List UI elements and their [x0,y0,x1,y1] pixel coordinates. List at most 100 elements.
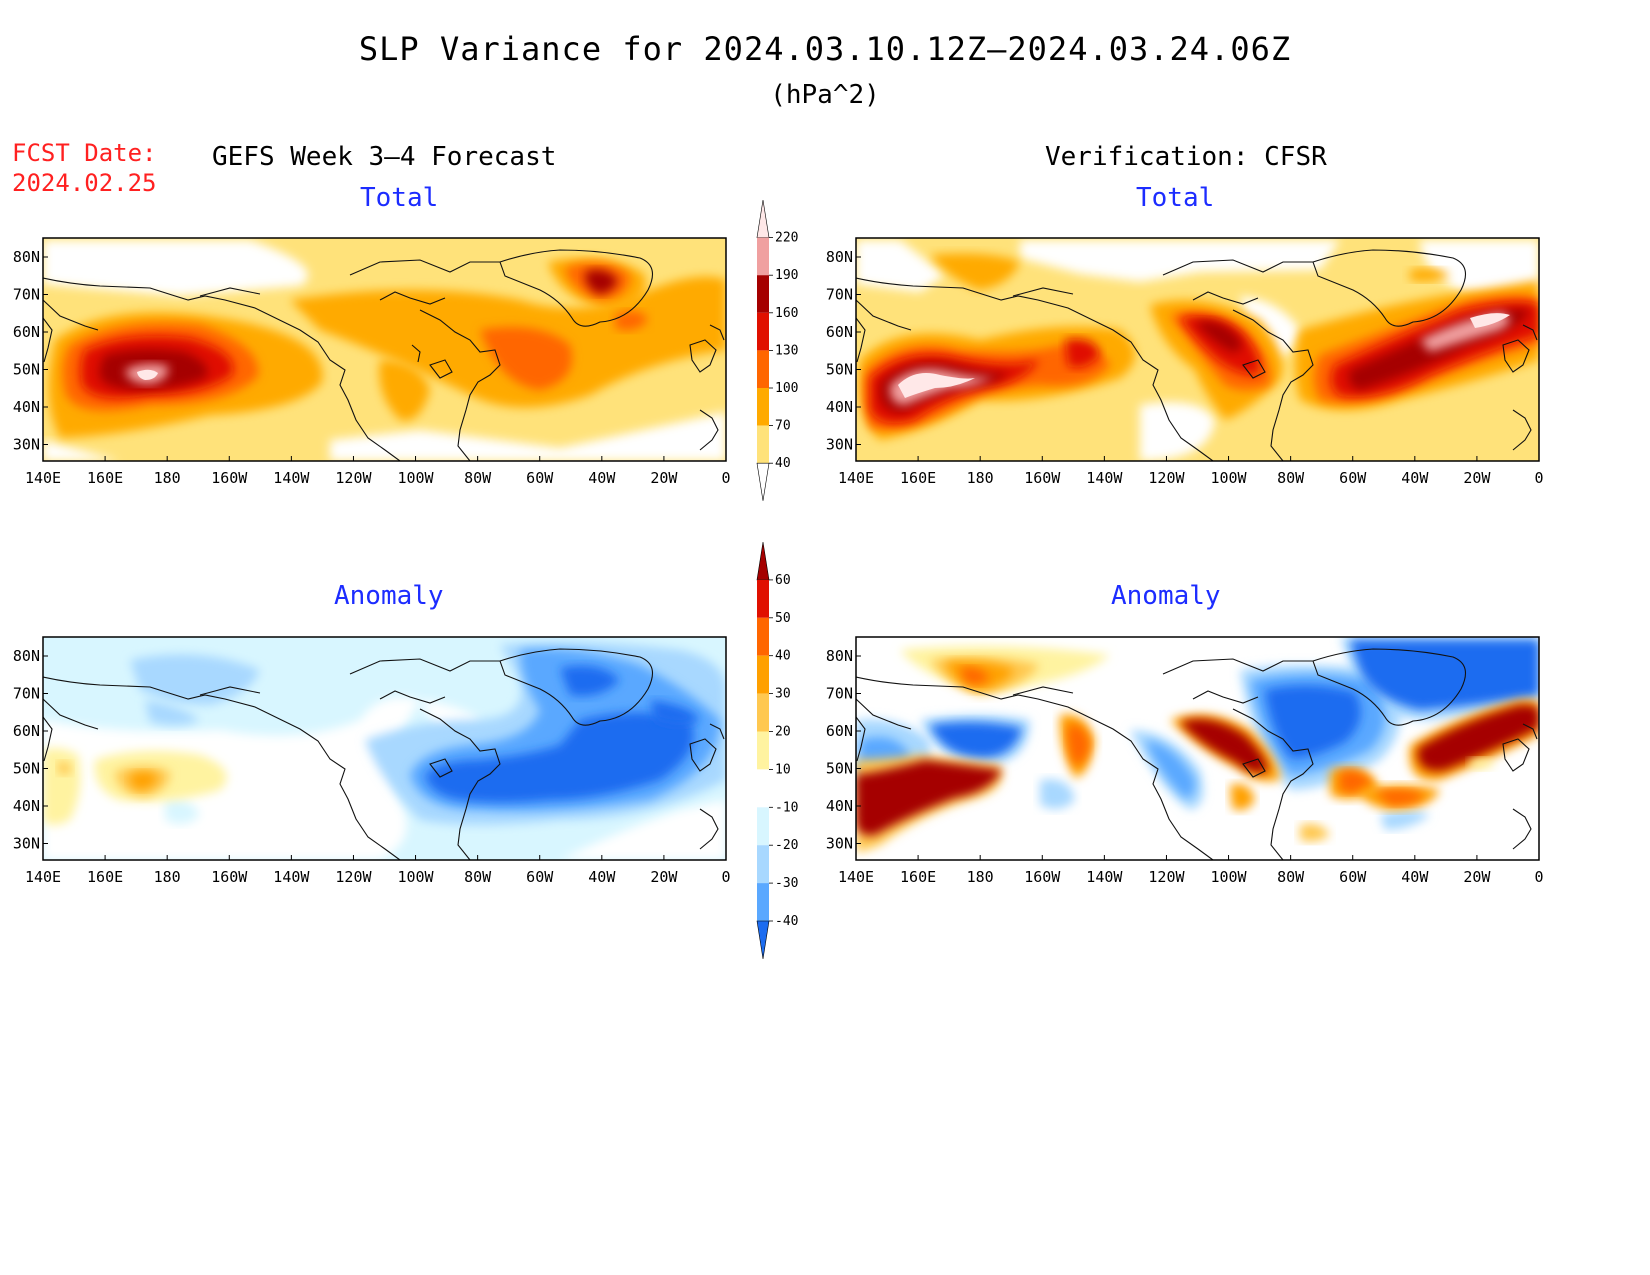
colorbar-label: 20 [775,725,791,740]
lon-tick-label: 180 [154,868,181,886]
colorbar-segment [757,388,769,426]
colorbar-label: 130 [775,343,798,358]
lon-tick-label: 140W [273,868,310,886]
lon-tick-label: 20W [1463,469,1491,487]
colorbar-segment [757,845,769,884]
lon-tick-label: 160E [900,469,936,487]
lat-tick-label: 60N [826,323,853,341]
lat-tick-label: 50N [13,760,40,778]
lon-tick-label: 120W [1148,868,1185,886]
lon-tick-label: 140E [25,868,61,886]
map-verification-total [856,238,1539,461]
lon-tick-label: 40W [1401,868,1429,886]
lon-tick-label: 0 [1534,868,1543,886]
lon-tick-label: 160E [87,868,123,886]
lon-tick-label: 160W [1024,868,1061,886]
panel-title-forecast-total: Total [360,183,439,213]
colorbar-segment [757,312,769,351]
lon-tick-label: 160E [900,868,936,886]
lat-tick-label: 50N [826,361,853,379]
lat-tick-label: 80N [826,647,853,665]
lon-tick-label: 20W [650,868,678,886]
colorbar-segment [757,693,769,732]
lon-tick-label: 160W [1024,469,1061,487]
colorbar-label: -40 [775,914,798,929]
lon-tick-label: 140E [25,469,61,487]
colorbar-label: -30 [775,876,798,891]
lat-tick-label: 40N [826,398,853,416]
colorbar-segment [757,617,769,656]
frame-verification-anomaly [855,636,1540,861]
lon-tick-label: 180 [967,868,994,886]
lon-tick-label: 80W [464,868,492,886]
map-verification-anomaly [856,637,1539,860]
colorbar-segment [757,807,769,846]
lat-tick-label: 80N [13,647,40,665]
lat-tick-label: 40N [13,797,40,815]
colorbars: 220 190 160 130 100 70 40 60 50 40 30 20 10 -10 -20 -30… [756,199,798,959]
lon-tick-label: 180 [154,469,181,487]
verification-column-title: Verification: CFSR [1045,142,1327,172]
colorbar-segment [757,655,769,694]
lon-tick-label: 0 [721,868,730,886]
lon-tick-label: 100W [397,868,434,886]
lon-tick-label: 40W [588,469,616,487]
colorbar-arrow-top [756,541,770,581]
frame-verification-total [855,237,1540,462]
lon-tick-label: 160E [87,469,123,487]
lon-tick-label: 60W [526,868,554,886]
colorbar-label: 190 [775,268,798,283]
panel-title-verification-total: Total [1136,183,1215,213]
colorbar-segment [757,769,769,808]
lon-tick-label: 80W [464,469,492,487]
lon-tick-label: 0 [1534,469,1543,487]
lat-tick-label: 60N [826,722,853,740]
colorbar-arrow-bottom [756,462,770,501]
lon-tick-label: 100W [1210,469,1247,487]
lon-tick-label: 100W [397,469,434,487]
colorbar-label: 160 [775,306,798,321]
lon-tick-label: 60W [1339,868,1367,886]
lat-tick-label: 70N [13,685,40,703]
colorbar-label: 40 [775,456,791,471]
lat-tick-label: 70N [826,286,853,304]
colorbar-segment [757,425,769,464]
colorbar-label: 40 [775,649,791,664]
units-label: (hPa^2) [770,80,880,110]
lon-tick-label: 60W [526,469,554,487]
panel-title-forecast-anomaly: Anomaly [334,581,444,611]
lon-tick-label: 80W [1277,868,1305,886]
map-forecast-total [43,238,726,461]
colorbar-label: -20 [775,838,798,853]
lon-tick-label: 140E [838,469,874,487]
colorbar-segment [757,350,769,388]
axis-labels: 140E 160E 180 160W 140W 120W 100W 80W 60W 40W 20W 0… [13,248,1544,886]
lon-tick-label: 180 [967,469,994,487]
colorbar-label: 220 [775,231,798,246]
lon-tick-label: 0 [721,469,730,487]
forecast-date-label: FCST Date: [12,139,157,167]
lat-tick-label: 60N [13,323,40,341]
colorbar-anomaly: 60 50 40 30 20 10 -10 -20 -30 -40 [756,541,798,959]
frame-forecast-anomaly [42,636,727,861]
lon-tick-label: 140W [1086,868,1123,886]
lon-tick-label: 100W [1210,868,1247,886]
lat-tick-label: 50N [826,760,853,778]
colorbar-segment [757,237,769,276]
lon-tick-label: 140W [1086,469,1123,487]
panel-title-verification-anomaly: Anomaly [1111,581,1221,611]
lon-tick-label: 40W [588,868,616,886]
colorbar-label: 70 [775,419,791,434]
colorbar-arrow-top [756,199,770,238]
frame-forecast-total [42,237,727,462]
lon-tick-label: 140W [273,469,310,487]
map-forecast-anomaly [43,637,726,860]
lon-tick-label: 160W [211,469,248,487]
lat-tick-label: 40N [826,797,853,815]
lat-tick-label: 80N [13,248,40,266]
colorbar-label: 50 [775,611,791,626]
lon-tick-label: 140E [838,868,874,886]
forecast-date: FCST Date: 2024.02.25 [12,138,157,198]
colorbar-segment [757,883,769,921]
